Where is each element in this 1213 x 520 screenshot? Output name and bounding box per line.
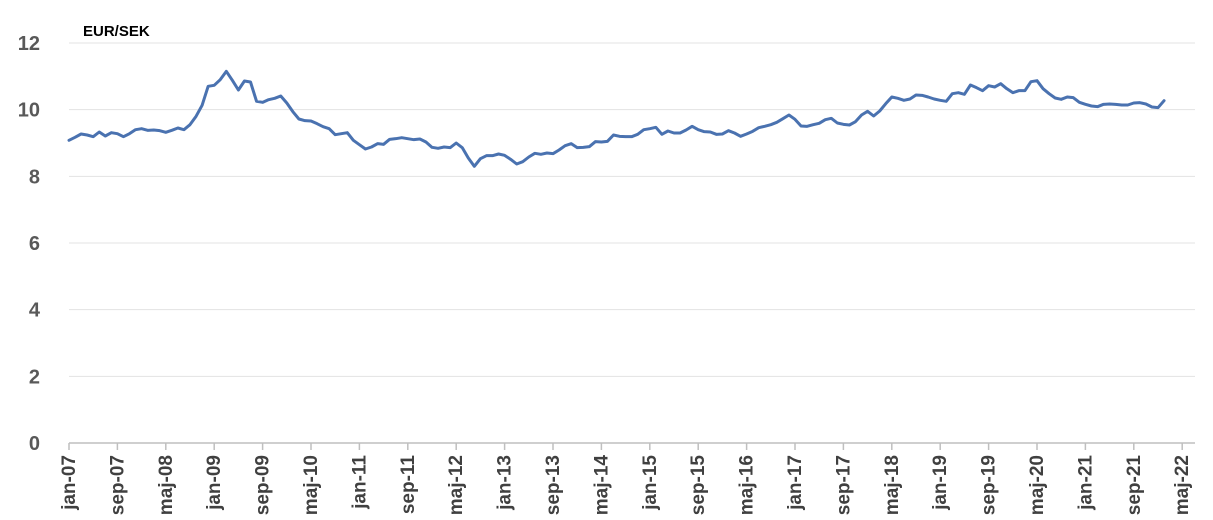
- y-tick-label-2: 2: [29, 366, 40, 388]
- x-tick-label-jan-11: jan-11: [349, 455, 370, 510]
- x-tick-label-sep-15: sep-15: [688, 455, 709, 516]
- x-tick-label-jan-17: jan-17: [785, 455, 806, 511]
- x-tick-label-jan-13: jan-13: [495, 455, 516, 511]
- x-tick-label-maj-10: maj-10: [301, 455, 322, 515]
- y-tick-label-8: 8: [29, 166, 40, 188]
- y-tick-label-6: 6: [29, 233, 40, 255]
- x-tick-label-maj-08: maj-08: [156, 455, 177, 515]
- x-tick-label-jan-19: jan-19: [930, 455, 951, 511]
- x-tick-label-maj-22: maj-22: [1172, 455, 1193, 515]
- y-tick-label-12: 12: [18, 33, 40, 55]
- x-tick-label-maj-16: maj-16: [737, 455, 758, 515]
- y-tick-label-4: 4: [29, 300, 41, 322]
- x-tick-label-jan-21: jan-21: [1075, 455, 1096, 511]
- grid-lines: [69, 42, 1195, 377]
- x-tick-label-sep-13: sep-13: [543, 455, 564, 515]
- x-tick-label-sep-19: sep-19: [979, 455, 1000, 515]
- x-tick-label-sep-11: sep-11: [398, 455, 419, 515]
- x-tick-label-sep-17: sep-17: [833, 455, 854, 515]
- x-tick-label-jan-07: jan-07: [59, 455, 80, 511]
- y-tick-label-0: 0: [29, 433, 40, 455]
- x-tick-label-maj-18: maj-18: [882, 455, 903, 515]
- x-tick-label-maj-14: maj-14: [591, 455, 612, 516]
- x-axis: [68, 442, 1195, 450]
- series-line-eur-sek: [67, 69, 1166, 168]
- x-tick-label-sep-09: sep-09: [253, 455, 274, 515]
- chart-title: EUR/SEK: [83, 23, 150, 40]
- x-tick-label-maj-20: maj-20: [1027, 455, 1048, 515]
- x-tick-label-maj-12: maj-12: [446, 455, 467, 515]
- y-axis-tick-labels: 0 2 4 6 8 10 12: [18, 33, 41, 455]
- x-tick-label-jan-09: jan-09: [204, 455, 225, 511]
- x-tick-label-jan-15: jan-15: [640, 455, 661, 511]
- y-tick-label-10: 10: [18, 100, 40, 122]
- x-axis-tick-labels: jan-07 sep-07 maj-08 jan-09 sep-09 maj-10 jan-…: [59, 455, 1193, 516]
- x-tick-label-sep-07: sep-07: [107, 455, 128, 515]
- x-tick-label-sep-21: sep-21: [1124, 455, 1145, 516]
